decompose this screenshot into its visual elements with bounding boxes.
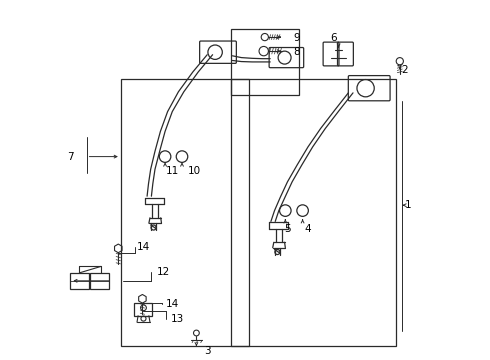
Text: 12: 12 bbox=[157, 267, 170, 277]
Text: 5: 5 bbox=[285, 224, 291, 234]
Text: 1: 1 bbox=[405, 200, 412, 210]
Bar bbox=[90, 273, 109, 289]
Text: 4: 4 bbox=[304, 224, 311, 234]
Bar bbox=[231, 29, 299, 95]
Text: 14: 14 bbox=[137, 242, 150, 252]
Text: 10: 10 bbox=[187, 166, 200, 176]
Text: 11: 11 bbox=[166, 166, 179, 176]
Bar bbox=[71, 273, 89, 289]
Text: 3: 3 bbox=[204, 346, 211, 356]
Text: 7: 7 bbox=[68, 152, 74, 162]
Bar bbox=[121, 79, 248, 346]
Text: 13: 13 bbox=[171, 314, 184, 324]
Text: 2: 2 bbox=[402, 65, 408, 75]
Text: 6: 6 bbox=[330, 33, 337, 43]
Bar bbox=[231, 79, 396, 346]
Text: 8: 8 bbox=[294, 47, 300, 57]
Bar bbox=[134, 303, 152, 316]
Text: 9: 9 bbox=[294, 33, 300, 43]
Text: 14: 14 bbox=[166, 299, 179, 309]
